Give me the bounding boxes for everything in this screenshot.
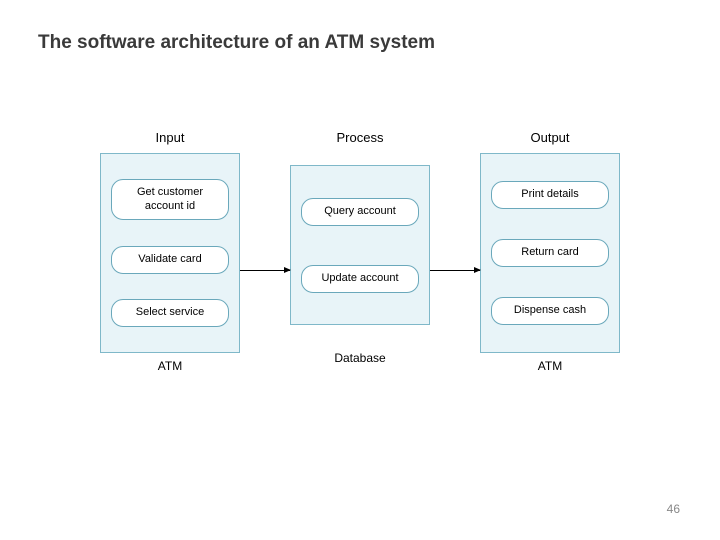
column-header: Input: [100, 130, 240, 145]
node: Get customeraccount id: [111, 179, 229, 221]
column-header: Process: [290, 130, 430, 145]
node: Update account: [301, 265, 419, 293]
arrow: [240, 270, 290, 271]
column-box: Print details Return card Dispense cash: [480, 153, 620, 353]
node: Return card: [491, 239, 609, 267]
node: Print details: [491, 181, 609, 209]
node: Validate card: [111, 246, 229, 274]
architecture-diagram: Input Get customeraccount id Validate card…: [100, 130, 620, 380]
node: Select service: [111, 299, 229, 327]
page-title: The software architecture of an ATM syst…: [38, 32, 435, 54]
column-footer: Database: [290, 351, 430, 365]
column-footer: ATM: [100, 359, 240, 373]
page-number: 46: [667, 502, 680, 516]
column-header: Output: [480, 130, 620, 145]
column-box: Get customeraccount id Validate card Selec…: [100, 153, 240, 353]
column-2: Output Print details Return card Dispense c…: [480, 130, 620, 373]
arrow: [430, 270, 480, 271]
column-0: Input Get customeraccount id Validate card…: [100, 130, 240, 373]
node: Query account: [301, 198, 419, 226]
column-box: Query account Update account: [290, 165, 430, 325]
column-footer: ATM: [480, 359, 620, 373]
node: Dispense cash: [491, 297, 609, 325]
column-1: Process Query account Update account Databa…: [290, 130, 430, 365]
